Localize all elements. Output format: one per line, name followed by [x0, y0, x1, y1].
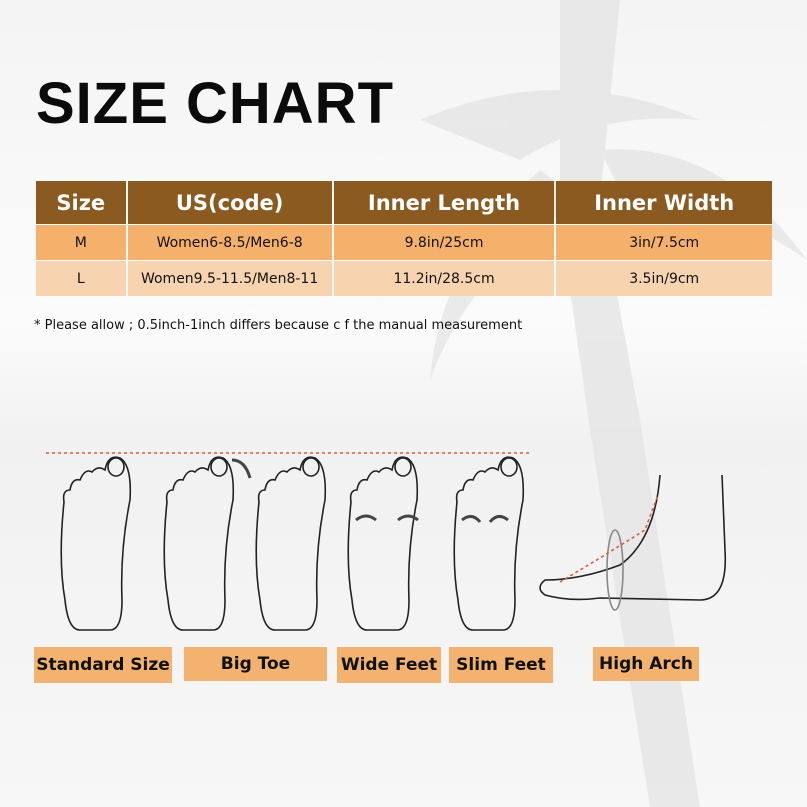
foot-wide-icon: [347, 456, 419, 631]
label-high-arch: High Arch: [593, 647, 699, 681]
high-arch-foot-icon: [539, 474, 727, 611]
label-standard-size: Standard Size: [34, 647, 172, 683]
table-row: M Women6-8.5/Men6-8 9.8in/25cm 3in/7.5cm: [36, 224, 772, 260]
page-title: SIZE CHART: [36, 71, 394, 136]
table-header-row: Size US(code) Inner Length Inner Width: [36, 181, 772, 224]
cell-inner-width: 3.5in/9cm: [556, 260, 772, 296]
label-big-toe: Big Toe: [184, 647, 327, 681]
measurement-note: * Please allow ; 0.5inch-1inch differs b…: [34, 318, 523, 333]
header-inner-length: Inner Length: [333, 181, 555, 224]
arrow-icon: [231, 458, 252, 479]
cell-us-code: Women6-8.5/Men6-8: [127, 224, 332, 260]
foot-big-toe-icon: [163, 456, 235, 631]
label-wide-feet: Wide Feet: [337, 647, 441, 683]
foot-wide-icon: [255, 456, 327, 631]
table-row: L Women9.5-11.5/Men8-11 11.2in/28.5cm 3.…: [36, 260, 772, 296]
cell-inner-width: 3in/7.5cm: [556, 224, 772, 260]
header-us-code: US(code): [127, 181, 332, 224]
cell-size: M: [36, 224, 126, 260]
arrow-icon: [355, 514, 509, 523]
foot-outline-icon: [60, 456, 132, 631]
cell-us-code: Women9.5-11.5/Men8-11: [127, 260, 332, 296]
foot-illustrations: [46, 452, 727, 631]
cell-size: L: [36, 260, 126, 296]
label-slim-feet: Slim Feet: [449, 647, 553, 683]
size-table: Size US(code) Inner Length Inner Width M…: [34, 181, 774, 296]
header-inner-width: Inner Width: [556, 181, 772, 224]
foot-slim-icon: [453, 456, 525, 631]
cell-inner-length: 9.8in/25cm: [333, 224, 555, 260]
cell-inner-length: 11.2in/28.5cm: [333, 260, 555, 296]
header-size: Size: [36, 181, 126, 224]
